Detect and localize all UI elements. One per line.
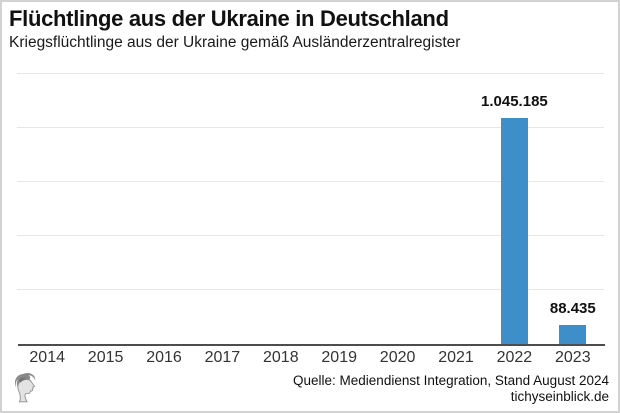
gridline-750000: [17, 181, 604, 182]
plot-area: 1.045.185 88.435: [17, 73, 605, 346]
x-tick-label-2021: 2021: [438, 349, 474, 366]
x-tick-label-2017: 2017: [204, 349, 241, 366]
x-tick-label-2023: 2023: [555, 349, 591, 366]
x-axis-line: [18, 344, 605, 346]
x-tick-label-2015: 2015: [87, 349, 124, 366]
gridline-1000000: [17, 127, 604, 128]
x-tick-label-2018: 2018: [263, 349, 299, 366]
bar-2022: [500, 118, 528, 344]
website-text: tichyseinblick.de: [510, 389, 609, 404]
x-tick-label-2022: 2022: [496, 349, 533, 366]
x-tick-label-2014: 2014: [29, 349, 65, 366]
classical-head-logo: [14, 372, 36, 403]
bar-2023: [559, 324, 587, 344]
gridline-250000: [17, 289, 604, 290]
logo-face: [17, 378, 36, 403]
gridline-500000: [17, 235, 604, 236]
source-block: Quelle: Mediendienst Integration, Stand …: [293, 373, 609, 405]
x-tick-label-2016: 2016: [146, 349, 182, 366]
gridline-1250000: [17, 73, 604, 74]
footer: Quelle: Mediendienst Integration, Stand …: [2, 366, 618, 411]
x-tick-label-2019: 2019: [321, 349, 357, 366]
bar-value-label-2023: 88.435: [549, 299, 596, 317]
chart-title: Flüchtlinge aus der Ukraine in Deutschla…: [9, 6, 449, 31]
x-axis-labels: 2014 2015 2016 2017 2018 2019 2020 2021 2022 2023: [18, 349, 602, 369]
chart-subtitle: Kriegsflüchtlinge aus der Ukraine gemäß …: [9, 34, 461, 52]
source-text: Quelle: Mediendienst Integration, Stand …: [293, 373, 609, 388]
logo-hair-curl: [19, 377, 28, 383]
chart-header: Flüchtlinge aus der Ukraine in Deutschla…: [9, 6, 611, 53]
x-tick-label-2020: 2020: [379, 349, 416, 366]
bar-value-label-2022: 1.045.185: [481, 93, 548, 111]
logo-hair: [14, 372, 36, 389]
